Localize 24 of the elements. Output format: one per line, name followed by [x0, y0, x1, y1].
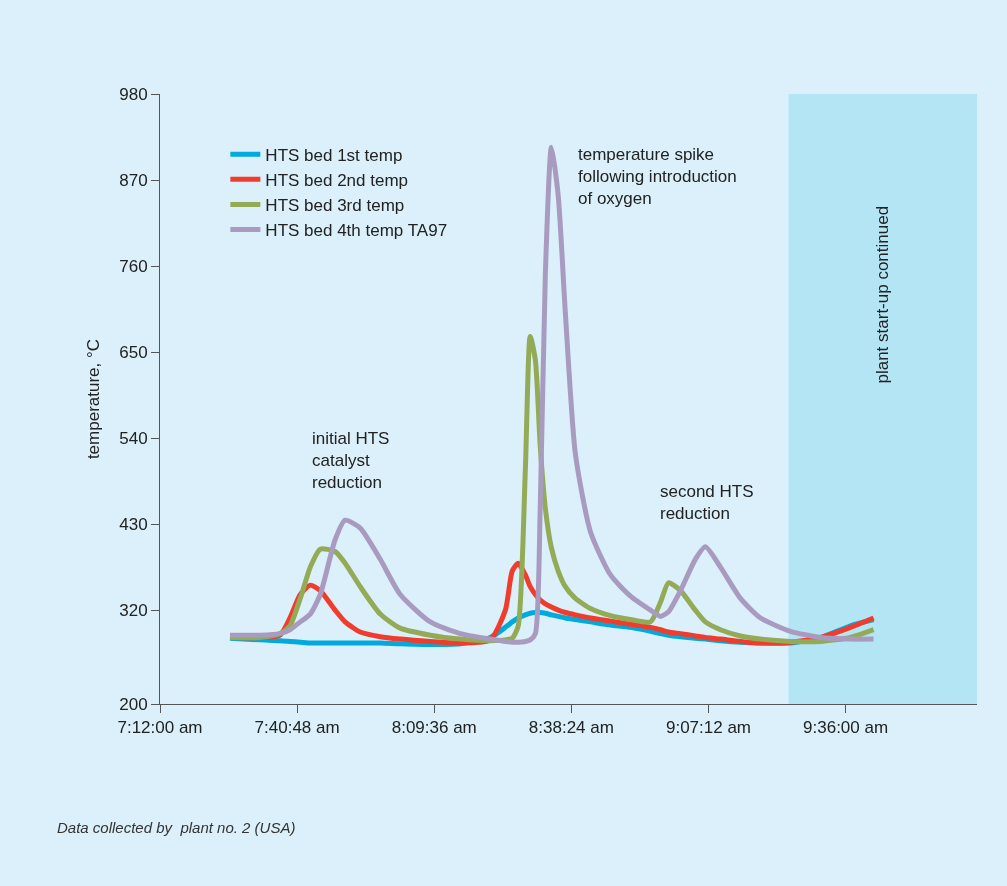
y-tick-label: 430 — [119, 515, 148, 535]
x-tick-label: 8:09:36 am — [391, 718, 477, 738]
y-tick-label: 320 — [119, 601, 148, 621]
x-tick-label: 7:40:48 am — [254, 718, 340, 738]
y-tick-label: 650 — [119, 343, 148, 363]
band-label: plant start-up continued — [872, 205, 892, 384]
y-tick-label: 980 — [119, 84, 148, 104]
annotation: second HTS reduction — [660, 482, 754, 524]
x-tick-label: 8:38:24 am — [528, 718, 614, 738]
y-tick-label: 200 — [119, 694, 148, 714]
legend-label: HTS bed 3rd temp — [265, 196, 405, 216]
y-tick-label: 760 — [119, 257, 148, 276]
legend-label: HTS bed 1st temp — [265, 145, 403, 165]
x-tick-label: 7:12:00 am — [117, 718, 203, 738]
x-tick-label: 9:07:12 am — [665, 718, 752, 738]
y-axis-title: temperature, °C — [83, 338, 103, 460]
y-tick-label: 870 — [119, 170, 148, 190]
x-tick-label: 9:36:00 am — [803, 718, 889, 738]
legend-label: HTS bed 2nd temp — [265, 170, 409, 190]
y-tick-label: 540 — [119, 429, 148, 449]
annotation: initial HTS catalyst reduction — [312, 429, 390, 493]
legend-label: HTS bed 4th temp TA97 — [265, 221, 448, 241]
text: Data collected by plant no. 2 (USA) — [57, 819, 296, 836]
annotation: temperature spike following introduction of oxygen — [578, 145, 737, 209]
